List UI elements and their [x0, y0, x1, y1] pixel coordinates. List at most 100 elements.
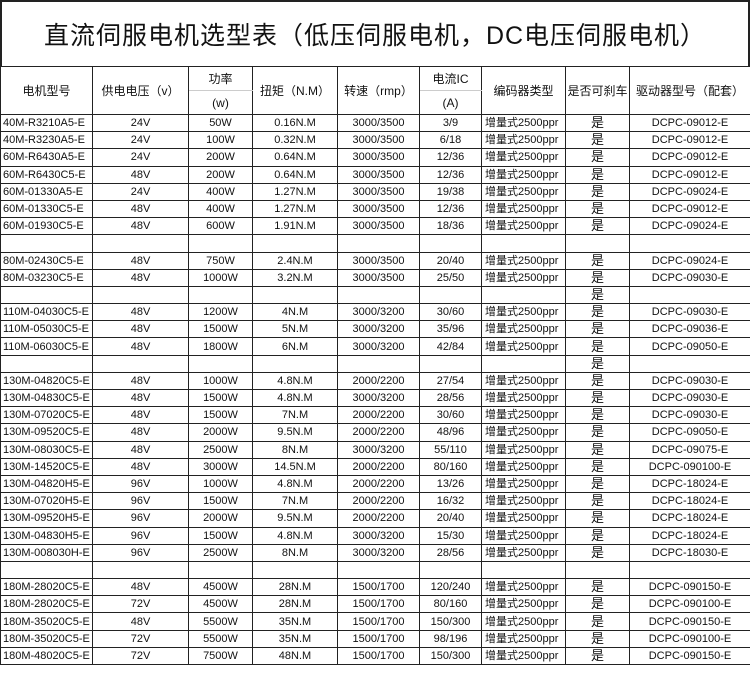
table-row: 130M-04830H5-E 96V 1500W 4.8N.M 3000/3200 15/…: [0, 526, 750, 545]
cell-model: 40M-R3210A5-E: [0, 113, 93, 133]
cell-volt: 48V: [92, 337, 189, 356]
cell-speed: 1500/1700: [337, 612, 420, 631]
cell-volt: 96V: [92, 474, 189, 494]
cell-driver: DCPC-09030-E: [629, 388, 750, 408]
table-row: 180M-28020C5-E 48V 4500W 28N.M 1500/1700 120/…: [0, 578, 750, 597]
cell-volt: 48V: [92, 440, 189, 459]
cell-power: 1500W: [188, 492, 253, 511]
cell-volt: [92, 234, 189, 253]
cell-brake: 是: [565, 217, 630, 236]
cell-current: [419, 560, 482, 580]
cell-brake: 是: [565, 474, 630, 494]
header-encoder: 编码器类型: [481, 66, 566, 115]
cell-driver: DCPC-18024-E: [629, 509, 750, 528]
cell-brake: 是: [565, 131, 630, 150]
cell-model: 80M-02430C5-E: [0, 251, 93, 270]
table-row: 60M-R6430C5-E 48V 200W 0.64N.M 3000/3500 12/3…: [0, 165, 750, 184]
cell-enc: 增量式2500ppr: [481, 646, 566, 666]
cell-speed: [337, 354, 420, 373]
cell-enc: 增量式2500ppr: [481, 492, 566, 511]
cell-power: [188, 285, 253, 305]
cell-driver: DCPC-09075-E: [629, 440, 750, 459]
cell-current: 20/40: [419, 509, 482, 528]
table-row: 130M-09520C5-E 48V 2000W 9.5N.M 2000/2200 48/…: [0, 423, 750, 442]
table-row: 60M-01330A5-E 24V 400W 1.27N.M 3000/3500 19/3…: [0, 182, 750, 201]
cell-brake: 是: [565, 595, 630, 614]
cell-speed: 1500/1700: [337, 646, 420, 666]
cell-speed: 3000/3200: [337, 388, 420, 408]
cell-torque: 1.27N.M: [252, 182, 338, 201]
header-current: 电流IC: [419, 66, 482, 91]
cell-torque: 35N.M: [252, 629, 338, 648]
cell-speed: 3000/3500: [337, 113, 420, 133]
cell-power: 5500W: [188, 612, 253, 631]
cell-driver: DCPC-09012-E: [629, 113, 750, 133]
cell-enc: [481, 234, 566, 253]
cell-power: 1500W: [188, 320, 253, 339]
cell-current: 48/96: [419, 423, 482, 442]
cell-enc: [481, 354, 566, 373]
cell-driver: DCPC-090150-E: [629, 612, 750, 631]
cell-volt: 48V: [92, 217, 189, 236]
cell-driver: DCPC-09036-E: [629, 320, 750, 339]
table-row: 130M-04820H5-E 96V 1000W 4.8N.M 2000/2200 13/…: [0, 474, 750, 494]
cell-power: 4500W: [188, 595, 253, 614]
cell-driver: DCPC-09030-E: [629, 371, 750, 391]
cell-torque: 28N.M: [252, 595, 338, 614]
cell-power: 1000W: [188, 371, 253, 391]
cell-volt: 48V: [92, 457, 189, 476]
cell-current: 98/196: [419, 629, 482, 648]
cell-volt: 48V: [92, 612, 189, 631]
cell-enc: 增量式2500ppr: [481, 543, 566, 562]
cell-current: 3/9: [419, 113, 482, 133]
cell-enc: 增量式2500ppr: [481, 217, 566, 236]
cell-volt: 48V: [92, 320, 189, 339]
table-row: 130M-07020C5-E 48V 1500W 7N.M 2000/2200 30/60…: [0, 406, 750, 425]
table-row: 40M-R3210A5-E 24V 50W 0.16N.M 3000/3500 3/9 增量…: [0, 113, 750, 133]
cell-driver: DCPC-09050-E: [629, 423, 750, 442]
cell-current: 6/18: [419, 131, 482, 150]
cell-power: [188, 234, 253, 253]
cell-power: 2500W: [188, 543, 253, 562]
cell-model: 60M-R6430A5-E: [0, 148, 93, 167]
cell-speed: 3000/3500: [337, 148, 420, 167]
table-row: 110M-06030C5-E 48V 1800W 6N.M 3000/3200 42/84…: [0, 337, 750, 356]
cell-speed: 3000/3200: [337, 337, 420, 356]
cell-driver: DCPC-18024-E: [629, 492, 750, 511]
cell-power: 1500W: [188, 388, 253, 408]
cell-current: 150/300: [419, 646, 482, 666]
cell-enc: 增量式2500ppr: [481, 148, 566, 167]
cell-volt: 48V: [92, 268, 189, 287]
cell-enc: [481, 285, 566, 305]
cell-driver: DCPC-09050-E: [629, 337, 750, 356]
cell-enc: 增量式2500ppr: [481, 199, 566, 219]
cell-volt: 48V: [92, 406, 189, 425]
cell-current: 16/32: [419, 492, 482, 511]
cell-current: 12/36: [419, 165, 482, 184]
cell-brake: 是: [565, 646, 630, 666]
cell-power: 100W: [188, 131, 253, 150]
cell-torque: [252, 354, 338, 373]
table-row: 60M-01930C5-E 48V 600W 1.91N.M 3000/3500 18/3…: [0, 217, 750, 236]
cell-driver: DCPC-09012-E: [629, 199, 750, 219]
cell-brake: 是: [565, 337, 630, 356]
cell-torque: 7N.M: [252, 492, 338, 511]
cell-power: 200W: [188, 148, 253, 167]
cell-speed: 2000/2200: [337, 457, 420, 476]
cell-current: 80/160: [419, 457, 482, 476]
cell-current: 120/240: [419, 578, 482, 597]
cell-torque: 2.4N.M: [252, 251, 338, 270]
cell-enc: 增量式2500ppr: [481, 526, 566, 545]
cell-speed: 1500/1700: [337, 578, 420, 597]
cell-current: 25/50: [419, 268, 482, 287]
cell-power: [188, 354, 253, 373]
cell-brake: 是: [565, 612, 630, 631]
cell-current: 55/110: [419, 440, 482, 459]
cell-model: 130M-09520H5-E: [0, 509, 93, 528]
cell-enc: 增量式2500ppr: [481, 371, 566, 391]
cell-volt: 48V: [92, 303, 189, 322]
table-row: 110M-04030C5-E 48V 1200W 4N.M 3000/3200 30/60…: [0, 303, 750, 322]
cell-power: 600W: [188, 217, 253, 236]
cell-driver: DCPC-18024-E: [629, 474, 750, 494]
cell-driver: DCPC-09024-E: [629, 251, 750, 270]
